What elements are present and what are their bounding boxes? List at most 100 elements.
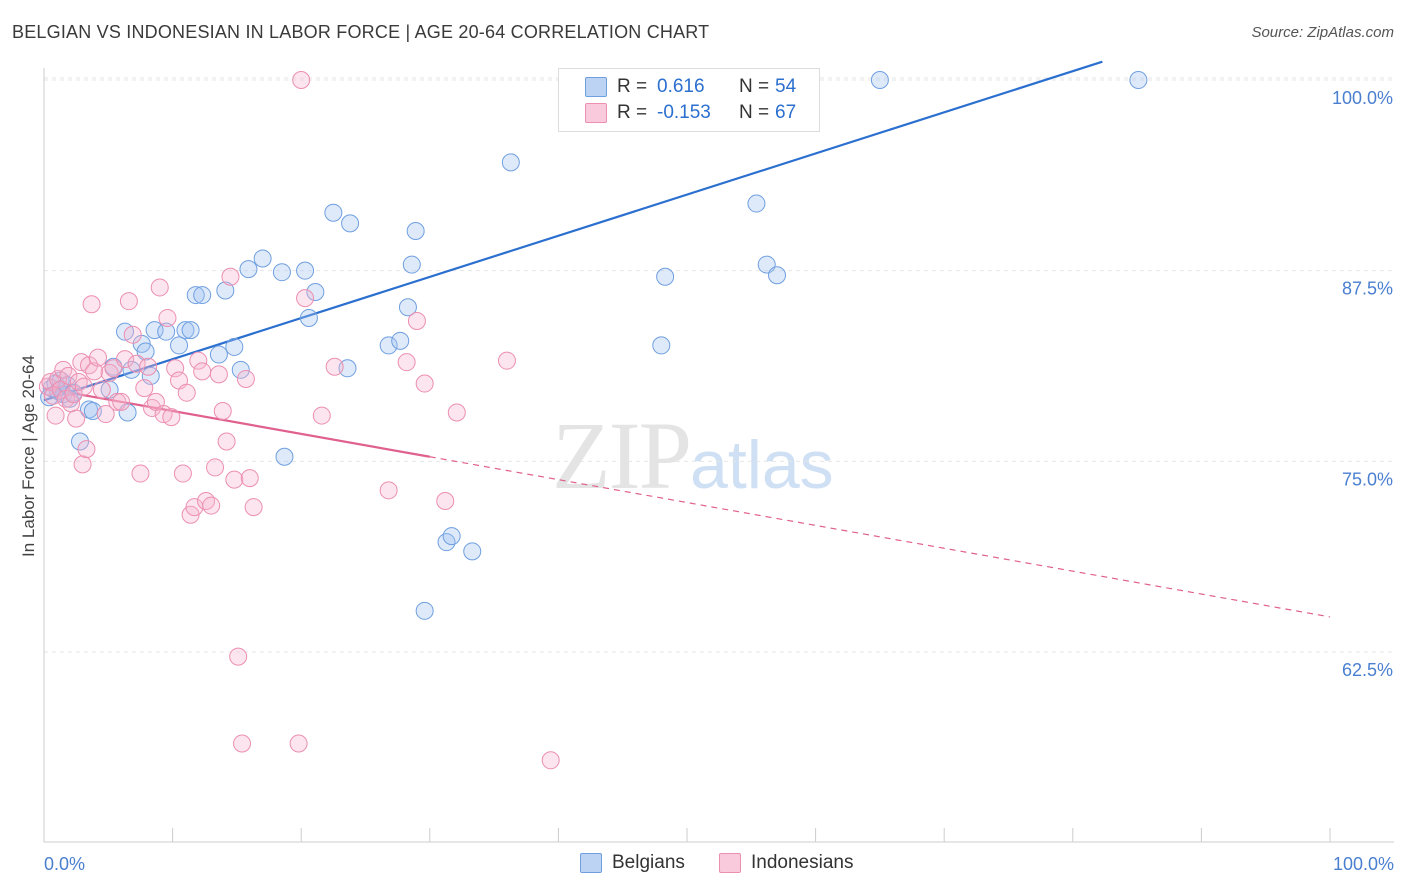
belgian-point xyxy=(768,266,787,285)
belgian-point xyxy=(71,432,90,451)
indonesian-point xyxy=(49,369,68,388)
legend-n-label: N = xyxy=(739,102,770,123)
bottom-legend-label-belgians: Belgians xyxy=(612,852,685,873)
belgian-point xyxy=(275,447,294,466)
indonesian-point xyxy=(225,470,244,489)
belgian-point xyxy=(406,222,425,241)
indonesian-point xyxy=(177,383,196,402)
belgian-point xyxy=(181,321,200,340)
belgian-point xyxy=(324,203,343,222)
indonesian-point xyxy=(59,366,78,385)
indonesian-point xyxy=(206,458,225,477)
label-layer: 100.0% 87.5% 75.0% 62.5% 0.0% 100.0% In Labor … xyxy=(19,88,1394,874)
indonesians-trend-line xyxy=(43,387,430,458)
y-tick-label: 87.5% xyxy=(1342,279,1393,299)
indonesian-point xyxy=(92,380,111,399)
belgian-point xyxy=(379,336,398,355)
belgian-point xyxy=(170,336,189,355)
indonesian-point xyxy=(123,325,142,344)
indonesian-point xyxy=(229,647,248,666)
indonesian-point xyxy=(379,481,398,500)
belgian-point xyxy=(437,533,456,552)
legend-r-value: 0.616 xyxy=(657,76,705,97)
legend: R = 0.616 N = 54 R = -0.153 N = 67 xyxy=(558,68,820,132)
indonesian-point xyxy=(289,734,308,753)
bottom-legend-swatch-belgians xyxy=(580,853,602,873)
legend-n-value: 54 xyxy=(775,76,797,97)
indonesian-point xyxy=(54,360,73,379)
belgian-point xyxy=(296,261,315,280)
belgian-point xyxy=(225,337,244,356)
indonesian-point xyxy=(73,455,92,474)
chart-source: Source: ZipAtlas.com xyxy=(1251,24,1394,41)
belgian-point xyxy=(145,321,164,340)
indonesian-point xyxy=(108,392,127,411)
belgian-point xyxy=(341,214,360,233)
belgian-point xyxy=(272,263,291,282)
belgian-point xyxy=(193,286,212,305)
indonesian-point xyxy=(116,350,135,369)
indonesian-point xyxy=(89,348,108,367)
indonesian-point xyxy=(221,267,240,286)
indonesian-point xyxy=(139,357,158,376)
belgian-point xyxy=(239,260,258,279)
indonesians-trend-line-dashed xyxy=(429,456,1331,618)
belgian-point xyxy=(338,359,357,378)
y-tick-label: 100.0% xyxy=(1332,88,1393,108)
belgian-point xyxy=(186,286,205,305)
y-axis-label: In Labor Force | Age 20-64 xyxy=(19,355,38,557)
indonesian-point xyxy=(127,354,146,373)
y-tick-label: 75.0% xyxy=(1342,469,1393,489)
indonesian-point xyxy=(162,408,181,427)
watermark-zip: ZIP xyxy=(552,402,692,509)
watermark: ZIPatlas xyxy=(552,400,834,511)
y-tick-label: 62.5% xyxy=(1342,660,1393,680)
belgian-point xyxy=(299,308,318,327)
indonesian-point xyxy=(96,405,115,424)
belgian-point xyxy=(157,322,176,341)
belgian-point xyxy=(231,360,250,379)
indonesian-point xyxy=(541,751,560,770)
legend-row-indonesians: R = -0.153 N = 67 xyxy=(585,101,796,125)
indonesian-point xyxy=(82,295,101,314)
indonesian-point xyxy=(244,498,263,517)
indonesian-point xyxy=(407,312,426,331)
axis-layer xyxy=(43,68,1394,843)
belgian-point xyxy=(216,281,235,300)
x-tick-label: 0.0% xyxy=(44,854,85,874)
legend-r-label: R = xyxy=(617,102,648,123)
legend-row-belgians: R = 0.616 N = 54 xyxy=(585,75,796,99)
belgian-point xyxy=(747,194,766,213)
indonesian-point xyxy=(119,292,138,311)
belgian-point xyxy=(253,249,272,268)
trend-layer xyxy=(43,60,1331,618)
indonesian-point xyxy=(85,362,104,381)
belgian-point xyxy=(442,527,461,546)
indonesian-point xyxy=(46,406,65,425)
points-layer xyxy=(38,71,1148,770)
belgian-point xyxy=(656,267,675,286)
indonesian-point xyxy=(74,377,93,396)
legend-n-value: 67 xyxy=(775,102,797,123)
belgian-point xyxy=(306,283,325,302)
indonesian-point xyxy=(80,356,99,375)
watermark-atlas: atlas xyxy=(690,427,834,503)
belgian-point xyxy=(176,321,195,340)
belgian-point xyxy=(415,601,434,620)
indonesian-point xyxy=(64,385,83,404)
indonesian-point xyxy=(173,464,192,483)
legend-swatch-indonesians xyxy=(585,103,607,123)
belgian-point xyxy=(402,255,421,274)
indonesian-point xyxy=(233,734,252,753)
legend-r-label: R = xyxy=(617,76,648,97)
indonesian-point xyxy=(193,362,212,381)
belgian-point xyxy=(1129,71,1148,89)
bottom-legend-indonesians: Indonesians xyxy=(719,851,853,875)
indonesian-point xyxy=(397,353,416,372)
belgian-point xyxy=(463,542,482,561)
indonesian-point xyxy=(217,432,236,451)
indonesian-point xyxy=(312,406,331,425)
belgian-point xyxy=(391,331,410,350)
belgians-trend-line xyxy=(43,60,1103,402)
